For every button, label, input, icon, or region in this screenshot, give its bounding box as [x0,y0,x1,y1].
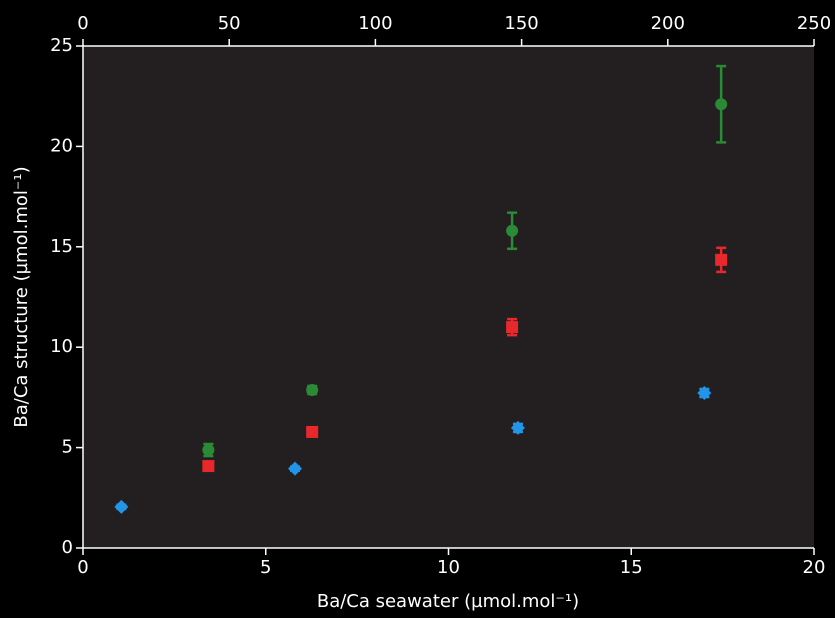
x2-tick-label: 100 [358,13,392,34]
point [306,383,319,396]
point [114,499,129,514]
point [287,461,302,476]
x2-tick-label: 50 [218,13,241,34]
point [715,98,728,111]
y-tick-label: 10 [50,336,73,357]
point [510,420,525,435]
point [715,253,728,266]
point [506,224,519,237]
x-axis-label: Ba/Ca seawater (µmol.mol⁻¹) [317,591,579,612]
plot-area [83,46,814,548]
x-tick-label: 20 [803,557,826,578]
x2-tick-label: 150 [504,13,538,34]
x-tick-label: 10 [437,557,460,578]
x-tick-label: 5 [260,557,271,578]
y-tick-label: 0 [62,537,73,558]
x2-tick-label: 0 [77,13,88,34]
point [306,425,319,438]
y-axis-label: Ba/Ca structure (µmol.mol⁻¹) [11,166,32,427]
y-tick-label: 5 [62,437,73,458]
x-tick-label: 15 [620,557,643,578]
x-tick-label: 0 [77,557,88,578]
y-tick-label: 25 [50,35,73,56]
point [202,444,215,457]
x2-tick-label: 250 [797,13,831,34]
y-tick-label: 20 [50,135,73,156]
point [506,321,519,334]
x2-tick-label: 200 [651,13,685,34]
point [697,385,712,400]
point [202,460,215,473]
y-tick-label: 15 [50,236,73,257]
